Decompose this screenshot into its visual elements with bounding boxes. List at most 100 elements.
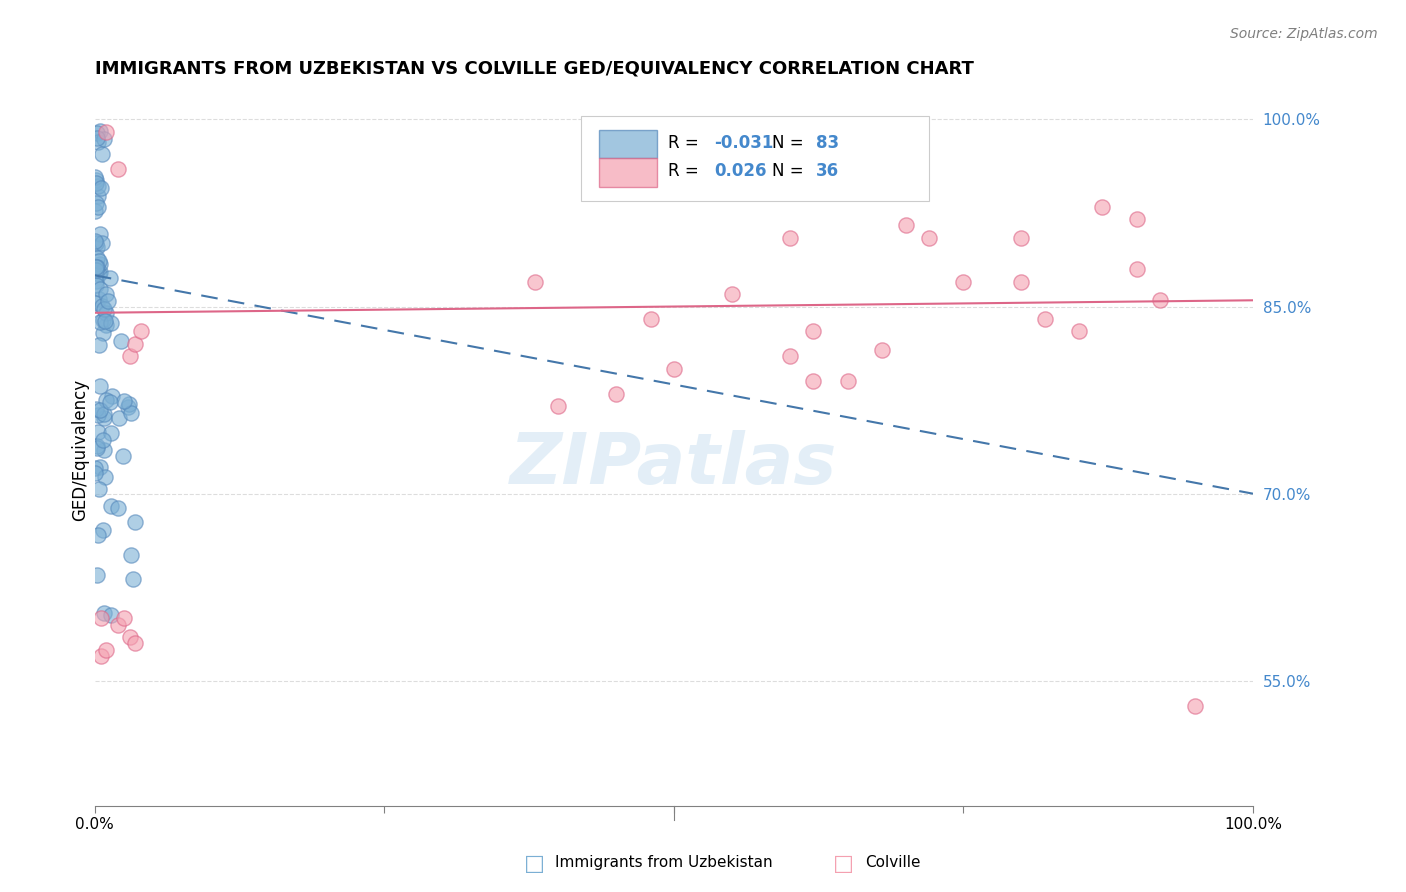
Point — [84, 260, 107, 274]
Point — [1126, 262, 1149, 277]
Point — [97, 294, 120, 309]
Point — [91, 326, 114, 340]
Point — [89, 227, 111, 242]
Point — [720, 287, 742, 301]
FancyBboxPatch shape — [599, 130, 657, 159]
Point — [100, 607, 122, 622]
Point — [547, 400, 569, 414]
Point — [91, 433, 114, 447]
Point — [523, 275, 546, 289]
Point — [84, 274, 107, 288]
Point — [107, 411, 129, 425]
Point — [872, 343, 894, 358]
FancyBboxPatch shape — [599, 159, 657, 187]
Point — [86, 195, 108, 210]
Point — [107, 500, 129, 515]
Text: □: □ — [524, 855, 544, 874]
Point — [86, 439, 108, 453]
Point — [84, 402, 107, 417]
Point — [87, 482, 110, 496]
Point — [117, 397, 139, 411]
Point — [93, 312, 115, 326]
Point — [91, 523, 114, 537]
Point — [94, 392, 117, 407]
Point — [86, 131, 108, 145]
Point — [107, 162, 129, 177]
Text: R =: R = — [668, 134, 699, 152]
Point — [90, 648, 112, 663]
Point — [129, 325, 152, 339]
Point — [124, 516, 146, 530]
Point — [84, 235, 107, 250]
Text: Colville: Colville — [865, 855, 920, 870]
Point — [121, 572, 143, 586]
Point — [94, 314, 117, 328]
Text: Immigrants from Uzbekistan: Immigrants from Uzbekistan — [555, 855, 773, 870]
Point — [605, 387, 627, 401]
Point — [89, 282, 111, 296]
Point — [89, 338, 111, 352]
Point — [100, 499, 122, 513]
Point — [90, 611, 112, 625]
Point — [93, 131, 115, 145]
Text: □: □ — [834, 855, 853, 874]
Point — [98, 271, 121, 285]
Point — [90, 299, 112, 313]
Point — [120, 406, 142, 420]
Point — [87, 292, 110, 306]
Point — [112, 394, 135, 409]
Text: -0.031: -0.031 — [714, 134, 773, 152]
Point — [1033, 312, 1056, 326]
Point — [1149, 293, 1171, 308]
Point — [87, 178, 110, 193]
Point — [94, 286, 117, 301]
Point — [86, 127, 108, 141]
Point — [86, 176, 108, 190]
Point — [801, 375, 824, 389]
Text: IMMIGRANTS FROM UZBEKISTAN VS COLVILLE GED/EQUIVALENCY CORRELATION CHART: IMMIGRANTS FROM UZBEKISTAN VS COLVILLE G… — [94, 60, 974, 78]
Point — [112, 449, 135, 463]
Point — [84, 467, 107, 481]
Point — [84, 172, 107, 186]
Point — [90, 236, 112, 251]
Point — [93, 442, 115, 457]
Point — [93, 606, 115, 620]
Point — [894, 219, 917, 233]
Point — [84, 278, 107, 293]
Text: N =: N = — [772, 162, 804, 180]
Text: 0.026: 0.026 — [714, 162, 766, 180]
Point — [86, 441, 108, 455]
Point — [1010, 231, 1032, 245]
Point — [87, 254, 110, 268]
Point — [779, 231, 801, 245]
Point — [100, 425, 122, 440]
Point — [96, 306, 118, 320]
Text: ZIPatlas: ZIPatlas — [510, 430, 838, 499]
Point — [87, 189, 110, 203]
Point — [86, 252, 108, 266]
Point — [87, 201, 110, 215]
Point — [86, 567, 108, 582]
Point — [86, 239, 108, 253]
Point — [84, 460, 107, 475]
Point — [90, 146, 112, 161]
Point — [87, 267, 110, 281]
Point — [110, 334, 132, 348]
Point — [84, 170, 107, 185]
Point — [118, 630, 141, 644]
FancyBboxPatch shape — [581, 116, 929, 201]
Point — [952, 275, 974, 289]
Point — [96, 642, 118, 657]
Point — [124, 337, 146, 351]
Point — [801, 325, 824, 339]
Point — [98, 395, 121, 409]
Point — [87, 409, 110, 423]
Point — [87, 425, 110, 440]
Text: R =: R = — [668, 162, 699, 180]
Point — [100, 316, 122, 330]
Point — [89, 459, 111, 474]
Point — [84, 296, 107, 310]
Text: Source: ZipAtlas.com: Source: ZipAtlas.com — [1230, 27, 1378, 41]
Point — [120, 549, 142, 563]
Point — [1184, 698, 1206, 713]
